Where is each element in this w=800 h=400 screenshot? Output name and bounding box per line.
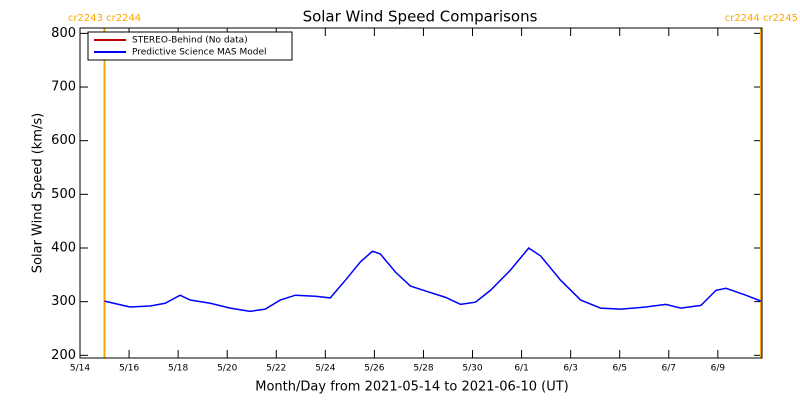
legend-label: Predictive Science MAS Model [132, 48, 267, 58]
x-tick-label: 6/5 [612, 364, 626, 374]
rotation-label: cr2243 cr2244 [68, 13, 141, 24]
x-tick-label: 5/14 [70, 364, 90, 374]
x-tick-label: 5/20 [217, 364, 237, 374]
x-axis-title: Month/Day from 2021-05-14 to 2021-06-10 … [255, 380, 568, 395]
y-tick-label: 300 [51, 294, 76, 309]
y-tick-label: 700 [51, 80, 76, 95]
y-tick-label: 600 [51, 133, 76, 148]
x-tick-label: 5/26 [364, 364, 384, 374]
plot-frame [79, 27, 763, 359]
rotation-label: cr2244 cr2245 [725, 13, 798, 24]
y-axis-title: Solar Wind Speed (km/s) [31, 113, 46, 273]
x-tick-label: 5/30 [462, 364, 482, 374]
x-tick-label: 6/7 [662, 364, 676, 374]
x-tick-label: 5/16 [119, 364, 139, 374]
y-tick-label: 200 [51, 348, 76, 363]
x-tick-label: 6/1 [514, 364, 528, 374]
legend-label: STEREO-Behind (No data) [132, 36, 248, 46]
x-tick-label: 5/24 [315, 364, 335, 374]
y-tick-label: 400 [51, 241, 76, 256]
x-tick-label: 6/9 [711, 364, 726, 374]
x-tick-label: 5/22 [266, 364, 286, 374]
y-tick-label: 500 [51, 187, 76, 202]
legend-box [87, 31, 293, 61]
chart-title: Solar Wind Speed Comparisons [303, 8, 538, 26]
y-tick-label: 800 [51, 26, 76, 41]
x-tick-label: 5/28 [413, 364, 433, 374]
x-tick-label: 5/18 [168, 364, 188, 374]
series-line [104, 246, 762, 313]
x-tick-label: 6/3 [563, 364, 577, 374]
